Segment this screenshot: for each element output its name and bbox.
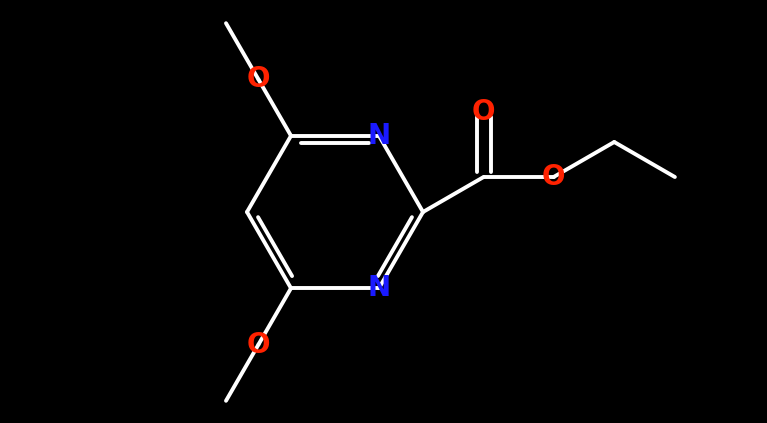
Text: N: N: [367, 122, 390, 150]
Text: O: O: [542, 163, 565, 191]
Text: N: N: [367, 274, 390, 302]
Text: O: O: [472, 98, 495, 126]
Text: O: O: [247, 66, 270, 93]
Text: O: O: [247, 330, 270, 359]
